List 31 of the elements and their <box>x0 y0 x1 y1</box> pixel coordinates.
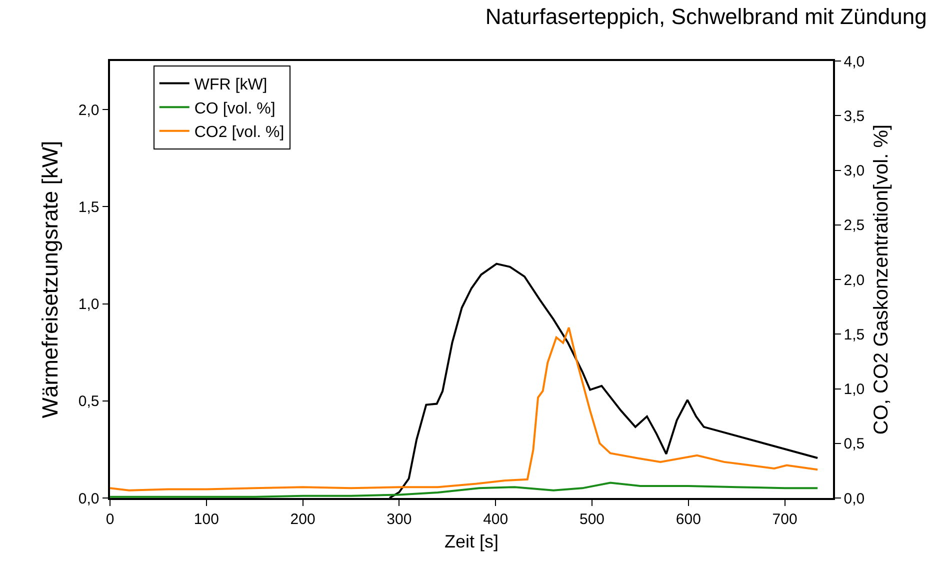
y-tick-label: 1,5 <box>78 198 100 216</box>
legend-label: CO [vol. %] <box>194 100 276 118</box>
x-tick-label: 200 <box>290 510 316 528</box>
y2-tick-label: 0,0 <box>844 490 865 508</box>
x-tick-label: 100 <box>194 510 219 528</box>
y-tick-label: 0,0 <box>78 490 100 508</box>
y2-tick-label: 4,0 <box>844 53 865 70</box>
y2-tick-label: 1,5 <box>844 326 865 344</box>
y-tick-label: 1,0 <box>78 296 100 314</box>
legend-label: CO2 [vol. %] <box>194 124 284 142</box>
x-tick-label: 700 <box>772 510 798 528</box>
y-tick-label: 0,5 <box>78 393 100 410</box>
legend-label: WFR [kW] <box>194 76 268 94</box>
y2-axis-title: CO, CO2 Gaskonzentration[vol. %] <box>870 124 893 435</box>
y2-tick-label: 2,0 <box>844 272 865 289</box>
x-tick-label: 300 <box>386 510 412 528</box>
x-axis-title: Zeit [s] <box>444 531 499 552</box>
y2-tick-label: 0,5 <box>844 436 865 453</box>
y2-tick-label: 3,5 <box>844 108 865 125</box>
y2-tick-label: 1,0 <box>844 381 865 398</box>
x-tick-label: 400 <box>483 510 508 528</box>
y2-tick-label: 3,0 <box>844 162 865 180</box>
x-tick-label: 0 <box>106 510 114 528</box>
line-series <box>110 482 819 498</box>
x-tick-label: 600 <box>676 510 701 528</box>
y-axis-title: Wärmefreisetzungsrate [kW] <box>38 140 63 418</box>
y-tick-label: 2,0 <box>78 102 100 119</box>
line-series <box>110 326 819 492</box>
chart-title: Naturfaserteppich, Schwelbrand mit Zündung <box>485 4 927 29</box>
y2-tick-label: 2,5 <box>844 217 865 234</box>
x-tick-label: 500 <box>579 510 605 528</box>
